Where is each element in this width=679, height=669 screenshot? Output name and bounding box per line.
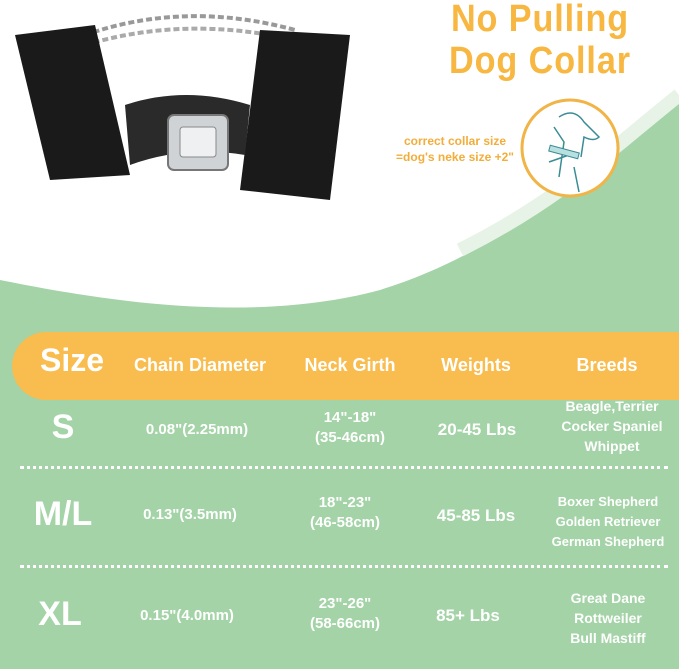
row-divider [20,466,668,469]
title-line2: Dog Collar [449,40,631,82]
chain-ml: 0.13"(3.5mm) [143,506,237,523]
weight-s: 20-45 Lbs [437,420,517,439]
chain-s: 0.08"(2.25mm) [145,421,249,438]
title-line1: No Pulling [450,0,630,40]
measuring-dog-neck-icon [520,98,620,198]
breed: Golden Retriever [555,514,661,529]
weight-xl: 85+ Lbs [436,606,500,625]
header-chain-diameter: Chain Diameter [133,355,267,375]
size-s: S [51,408,75,446]
size-xl: XL [38,595,82,633]
breeds-ml: Boxer Shepherd Golden Retriever German She… [552,492,665,552]
breed: Bull Mastiff [570,630,646,646]
header-neck-girth: Neck Girth [304,355,396,375]
note-line2: =dog's neke size +2" [396,150,514,164]
breed: German Shepherd [551,534,665,549]
header-breeds: Breeds [576,355,638,375]
header-size: Size [39,342,105,378]
size-ml: M/L [33,495,93,533]
chain-xl: 0.15"(4.0mm) [140,607,234,624]
neck-ml: 18"-23" (46-58cm) [310,493,380,533]
size-note: correct collar size =dog's neke size +2" [380,133,530,165]
breed: Rottweiler [574,610,642,626]
breed: Boxer Shepherd [557,494,659,509]
breeds-xl: Great Dane Rottweiler Bull Mastiff [570,588,645,648]
neck-cm: (58-66cm) [309,615,381,632]
table-header-bar [12,332,679,400]
note-line1: correct collar size [403,134,507,148]
neck-s: 14"-18" (35-46cm) [315,408,385,448]
neck-in: 18"-23" [318,494,372,511]
neck-cm: (46-58cm) [309,514,381,531]
collar-image [15,14,350,200]
neck-in: 23"-26" [318,595,372,612]
breed: Whippet [584,438,640,454]
neck-xl: 23"-26" (58-66cm) [310,594,380,634]
neck-in: 14"-18" [323,409,377,426]
weight-ml: 45-85 Lbs [436,506,516,525]
breed: Great Dane [570,590,646,606]
breed: Cocker Spaniel [561,418,663,434]
neck-cm: (35-46cm) [314,429,386,446]
header-weights: Weights [441,355,511,375]
row-divider [20,565,668,568]
breeds-s: Beagle,Terrier Cocker Spaniel Whippet [561,396,662,456]
breed: Beagle,Terrier [565,398,659,414]
